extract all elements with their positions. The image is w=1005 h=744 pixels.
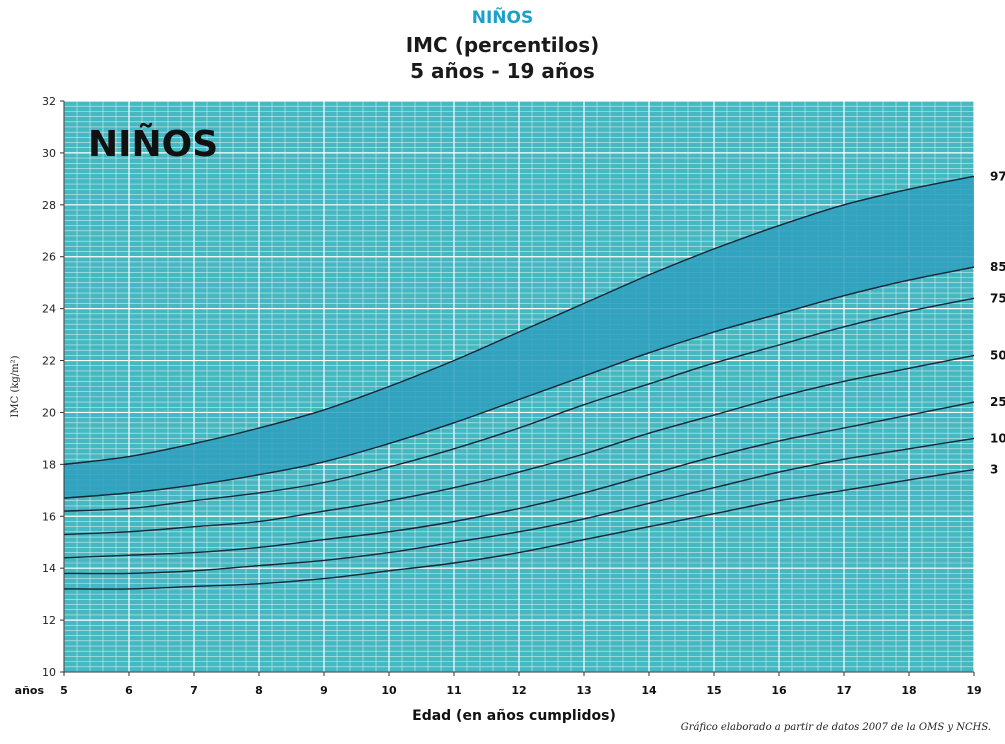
percentile-label-10: 10: [990, 431, 1005, 445]
x-tick-label: 10: [381, 684, 397, 697]
percentile-label-85: 85: [990, 260, 1005, 274]
percentile-label-25: 25: [990, 395, 1005, 409]
x-tick-label: 16: [771, 684, 787, 697]
y-tick-label: 12: [42, 614, 56, 627]
percentile-curve-97: [63, 175, 975, 466]
y-tick-label: 28: [42, 199, 56, 212]
x-tick-label: 7: [190, 684, 198, 697]
axes: [60, 100, 975, 676]
x-tick-label: 13: [576, 684, 591, 697]
y-tick-label: 18: [42, 458, 56, 471]
shaded-band: [64, 176, 974, 499]
chart-subtitle: 5 años - 19 años: [410, 59, 595, 83]
x-tick-label: 9: [320, 684, 328, 697]
percentile-label-50: 50: [990, 348, 1005, 362]
percentile-label-75: 75: [990, 291, 1005, 305]
chart-title: IMC (percentilos): [405, 33, 600, 57]
labels: 97 85 75 50 25 10 3 10 12 14 16 18 20 22 24 26 28 30 32 5 6 7…: [10, 95, 1005, 724]
y-axis-label: IMC (kg/m²): [10, 355, 21, 417]
x-tick-label: 17: [836, 684, 851, 697]
x-tick-label: 18: [901, 684, 916, 697]
x-tick-label: 14: [641, 684, 657, 697]
y-tick-label: 24: [42, 303, 56, 316]
percentile-curve-25: [63, 401, 975, 559]
inside-chart-label: NIÑOS: [88, 123, 218, 165]
percentile-curve-50: [63, 354, 975, 536]
x-tick-label: 19: [966, 684, 981, 697]
percentile-curve-75: [63, 297, 975, 512]
y-tick-label: 30: [42, 147, 56, 160]
percentile-label-3: 3: [990, 463, 998, 477]
percentile-curve-3: [63, 468, 975, 590]
x-tick-label: 11: [446, 684, 461, 697]
y-tick-label: 14: [42, 562, 56, 575]
x-tick-label: 12: [511, 684, 526, 697]
x-tick-label: 5: [60, 684, 68, 697]
chart-brand-title: NIÑOS: [471, 8, 534, 28]
y-tick-label: 32: [42, 95, 56, 108]
source-note: Gráfico elaborado a partir de datos 2007…: [680, 722, 991, 733]
y-tick-label: 10: [42, 666, 56, 679]
band-97-85: [64, 176, 974, 499]
y-tick-label: 22: [42, 355, 56, 368]
percentile-curve-10: [63, 437, 975, 575]
grid: [63, 100, 975, 673]
x-tick-label: 8: [255, 684, 263, 697]
x-axis-prefix: años: [15, 684, 45, 697]
y-tick-label: 16: [42, 510, 56, 523]
x-tick-label: 6: [125, 684, 133, 697]
percentile-curve-85: [63, 266, 975, 499]
percentile-curves: [63, 175, 975, 590]
x-tick-label: 15: [706, 684, 721, 697]
percentile-label-97: 97: [990, 169, 1005, 183]
y-tick-label: 20: [42, 406, 56, 419]
y-tick-label: 26: [42, 251, 56, 264]
x-axis-label: Edad (en años cumplidos): [412, 708, 616, 724]
